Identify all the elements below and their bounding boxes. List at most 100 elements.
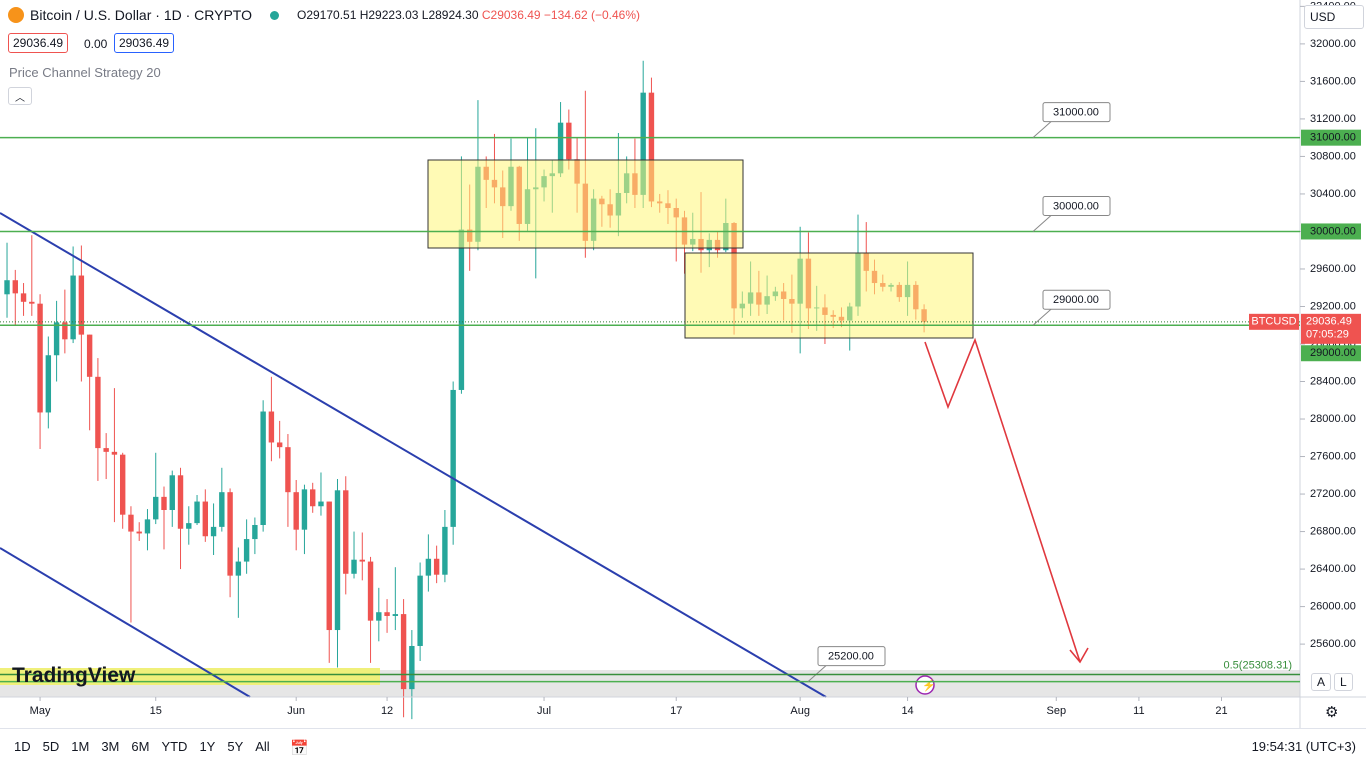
range-button[interactable]: 1M [71, 739, 90, 754]
collapse-button[interactable]: ︿ [8, 87, 32, 105]
range-button[interactable]: 5Y [227, 739, 244, 754]
candle-body [285, 447, 291, 493]
candle-body [144, 519, 151, 534]
candle-body [343, 490, 349, 574]
x-tick-label: 21 [1215, 705, 1227, 717]
settings[interactable]: ⚙ [1325, 704, 1339, 721]
level-tag [1301, 345, 1361, 362]
zone-yellow [0, 668, 380, 685]
callout-label: 29000.00 [1053, 294, 1099, 306]
candle-body [62, 322, 68, 340]
y-tick-label: 25600.00 [1310, 638, 1356, 650]
candle-body [557, 122, 564, 174]
trend-line [0, 547, 251, 698]
candle-body [235, 561, 242, 576]
candle-body [103, 448, 109, 452]
countdown: 07:05:29 [1306, 329, 1349, 341]
candle-body [433, 558, 440, 575]
candle-body [136, 531, 142, 534]
bottom-toolbar: 1D 5D 1M 3M 6M YTD 1Y 5Y All 📅 19:54:31 (UTC+3) [0, 728, 1366, 769]
x-tick-label: 17 [670, 705, 682, 717]
candle-body [45, 355, 52, 413]
ohlc: O29170.51 H29223.03 L28924.30 C29036.49 … [297, 8, 640, 22]
range-button[interactable]: 5D [42, 739, 60, 754]
ohlc-open: O29170.51 [296, 8, 357, 22]
event-icon-glyph: ⚡ [922, 679, 936, 692]
candle-body [119, 454, 126, 515]
forecast-arrow [924, 337, 1081, 663]
callout-label: 30000.00 [1053, 200, 1099, 212]
callout-pointer [807, 665, 827, 682]
clock: 19:54:31 (UTC+3) [1251, 739, 1356, 754]
x-tick-label: May [30, 705, 51, 717]
fib-label: 0.5(25308.31) [1224, 659, 1293, 671]
callout-pointer [1032, 121, 1052, 139]
y-tick-label: 29200.00 [1310, 300, 1356, 312]
ohlc-low: L28924.30 [421, 8, 479, 22]
spread: 0.00 [84, 37, 108, 51]
candle-body [37, 303, 43, 413]
date-range-icon[interactable]: 📅 [290, 740, 309, 757]
price-tag [1301, 313, 1361, 344]
auto-scale[interactable]: A [1311, 673, 1332, 691]
callout-box [1042, 289, 1111, 310]
y-tick-label: 26800.00 [1310, 525, 1356, 537]
candle-body [301, 489, 308, 530]
candle-body [169, 475, 175, 510]
range-box [427, 159, 744, 249]
callout-pointer [1032, 308, 1052, 326]
range-button[interactable]: 1D [14, 739, 31, 754]
symbol-tag [1249, 313, 1299, 330]
candle-body [202, 501, 209, 537]
buy-price[interactable]: 29036.49 [114, 33, 175, 53]
range-button[interactable]: 3M [101, 739, 120, 754]
legend: Bitcoin / U.S. Dollar · 1D · CRYPTO O291… [8, 7, 640, 23]
candle-body [70, 275, 76, 340]
x-tick-label: Jul [537, 705, 551, 717]
candle-body [409, 645, 415, 690]
y-tick-label: 32000.00 [1310, 38, 1356, 50]
candle-body [161, 496, 167, 510]
y-tick-label: 28400.00 [1310, 375, 1356, 387]
candle-body [186, 523, 192, 529]
currency[interactable]: USD [1304, 5, 1364, 29]
x-tick-label: Sep [1046, 705, 1066, 717]
candle-body [219, 492, 225, 527]
candle-body [310, 489, 316, 507]
candle-body [566, 122, 572, 160]
candle-body [318, 501, 324, 507]
symbol[interactable]: Bitcoin / U.S. Dollar · 1D · CRYPTO [30, 7, 252, 23]
x-tick-label: 11 [1133, 705, 1144, 717]
level-tag-label: 31000.00 [1310, 132, 1356, 144]
y-tick-label: 30400.00 [1310, 188, 1356, 200]
callout-box [1042, 195, 1111, 216]
log-scale[interactable]: L [1334, 673, 1353, 691]
candle-body [392, 614, 399, 616]
candle-body [384, 612, 390, 616]
callout-box [1042, 102, 1111, 123]
candle-body [210, 526, 217, 537]
symbol-tag-label: BTCUSD [1251, 316, 1296, 328]
level-tag-label: 29000.00 [1310, 347, 1356, 359]
indicator[interactable]: Price Channel Strategy 20 [9, 65, 161, 80]
candle-body [334, 490, 341, 631]
range-button[interactable]: 6M [131, 739, 150, 754]
sell-price[interactable]: 29036.49 [8, 33, 69, 53]
candle-body [12, 280, 18, 294]
range-button[interactable]: All [255, 739, 270, 754]
status-dot [269, 10, 279, 20]
range-button[interactable]: 1Y [199, 739, 216, 754]
event-icon[interactable] [915, 675, 935, 695]
trend-line [0, 212, 827, 698]
x-tick-label: 14 [901, 705, 913, 717]
x-tick-label: Jun [287, 705, 305, 717]
candle-body [95, 376, 101, 449]
candle-body [648, 92, 655, 202]
y-tick-label: 26400.00 [1310, 563, 1356, 575]
y-tick-label: 28000.00 [1310, 413, 1356, 425]
y-tick-label: 27200.00 [1310, 488, 1356, 500]
range-box [684, 252, 974, 339]
candle-body [111, 451, 118, 455]
y-tick-label: 29600.00 [1310, 263, 1356, 275]
range-button[interactable]: YTD [161, 739, 188, 754]
